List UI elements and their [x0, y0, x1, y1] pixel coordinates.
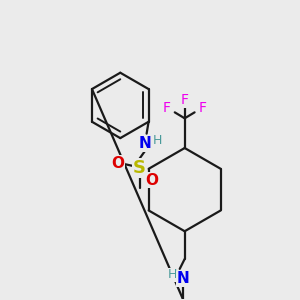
Text: O: O	[111, 156, 124, 171]
Text: N: N	[138, 136, 151, 151]
Text: O: O	[145, 173, 158, 188]
Text: F: F	[163, 101, 171, 116]
Text: S: S	[133, 159, 146, 177]
Text: H: H	[168, 268, 178, 281]
Text: F: F	[181, 94, 189, 107]
Text: F: F	[199, 101, 206, 116]
Text: H: H	[153, 134, 162, 147]
Text: N: N	[176, 271, 189, 286]
